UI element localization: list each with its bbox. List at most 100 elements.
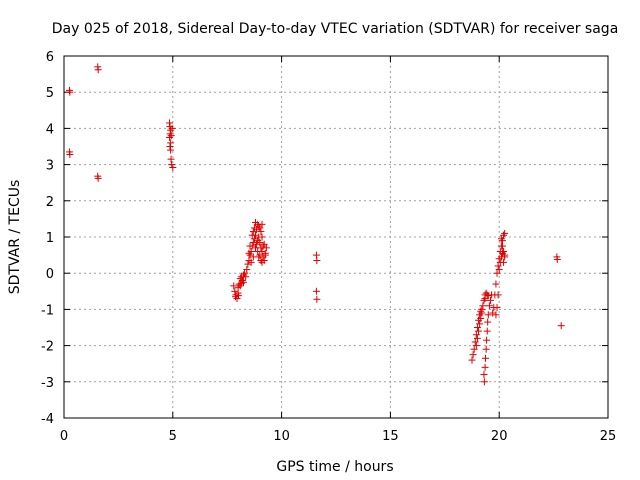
data-point xyxy=(471,338,479,346)
y-tick-label: -3 xyxy=(41,376,54,391)
data-point xyxy=(66,88,74,96)
data-points xyxy=(65,63,565,386)
data-point xyxy=(484,292,492,300)
data-point xyxy=(255,253,263,261)
y-tick-label: 6 xyxy=(46,50,54,65)
data-point xyxy=(235,292,243,300)
data-point xyxy=(255,222,263,230)
data-point xyxy=(312,287,320,295)
x-tick-label: 10 xyxy=(273,429,290,444)
data-point xyxy=(477,314,485,322)
data-point xyxy=(94,66,102,74)
data-point xyxy=(262,244,270,252)
data-point xyxy=(231,293,239,301)
data-point xyxy=(469,351,477,359)
data-point xyxy=(497,235,505,243)
x-tick-labels: 0 5 10 15 20 25 xyxy=(60,429,616,444)
data-point xyxy=(472,331,480,339)
y-tick-label: 1 xyxy=(46,231,54,246)
y-tick-label: 3 xyxy=(46,159,54,174)
x-tick-label: 25 xyxy=(600,429,617,444)
grid xyxy=(64,56,608,418)
data-point xyxy=(260,240,268,248)
data-point xyxy=(500,247,508,255)
data-point xyxy=(260,257,268,265)
data-point xyxy=(501,253,509,261)
x-tick-label: 15 xyxy=(382,429,399,444)
data-point xyxy=(478,309,486,317)
data-point xyxy=(483,336,491,344)
data-point xyxy=(254,247,262,255)
data-point xyxy=(248,231,256,239)
data-point xyxy=(238,276,246,284)
data-point xyxy=(166,143,174,150)
data-point xyxy=(245,249,253,257)
data-point xyxy=(481,363,489,371)
data-point xyxy=(553,255,561,263)
data-point xyxy=(247,258,255,266)
data-point xyxy=(475,327,483,335)
data-point xyxy=(246,242,254,250)
data-point xyxy=(481,295,489,303)
x-tick-label: 5 xyxy=(169,429,177,444)
data-point xyxy=(256,224,264,232)
data-point xyxy=(259,242,267,250)
data-point xyxy=(167,146,175,154)
y-tick-label: -2 xyxy=(41,340,54,355)
data-point xyxy=(484,311,492,319)
data-point xyxy=(313,295,321,303)
data-point xyxy=(481,354,489,362)
data-point xyxy=(231,287,239,295)
y-tick-label: 2 xyxy=(46,195,54,210)
data-point xyxy=(480,378,488,386)
data-point xyxy=(495,266,503,274)
data-point xyxy=(261,249,269,257)
data-point xyxy=(249,228,257,236)
x-axis-label: GPS time / hours xyxy=(276,459,393,475)
data-point xyxy=(166,130,174,138)
data-point xyxy=(492,311,500,319)
data-point xyxy=(473,324,481,331)
data-point xyxy=(233,295,241,303)
data-point xyxy=(484,318,492,326)
data-point xyxy=(498,242,506,250)
data-point xyxy=(240,278,248,286)
data-point xyxy=(169,163,177,171)
data-point xyxy=(468,356,476,364)
data-point xyxy=(255,233,263,241)
data-point xyxy=(492,280,500,288)
data-point xyxy=(500,258,508,266)
y-tick-label: 4 xyxy=(46,122,54,137)
axis-ticks xyxy=(63,55,609,419)
data-point xyxy=(244,260,252,268)
x-tick-label: 0 xyxy=(60,429,68,444)
data-point xyxy=(168,124,176,132)
data-point xyxy=(253,226,261,234)
data-point xyxy=(246,251,254,259)
data-point xyxy=(494,262,502,270)
y-tick-label: 0 xyxy=(46,267,54,282)
data-point xyxy=(168,161,176,169)
y-tick-label: -4 xyxy=(41,412,54,427)
data-point xyxy=(480,371,488,379)
data-point xyxy=(250,235,258,243)
data-point xyxy=(243,266,251,274)
data-point xyxy=(494,291,502,299)
data-point xyxy=(482,345,490,353)
data-point xyxy=(486,296,494,304)
data-point xyxy=(167,139,175,147)
data-point xyxy=(166,133,174,141)
data-point xyxy=(258,220,266,228)
data-point xyxy=(242,273,250,281)
data-point xyxy=(241,269,249,277)
data-point xyxy=(472,342,480,350)
data-point xyxy=(253,240,261,248)
data-point xyxy=(473,334,481,342)
data-point xyxy=(167,132,175,140)
data-point xyxy=(493,269,501,277)
data-point xyxy=(256,238,264,246)
data-point xyxy=(167,155,175,163)
data-point xyxy=(493,304,501,312)
data-point xyxy=(313,257,321,265)
data-point xyxy=(476,320,484,328)
